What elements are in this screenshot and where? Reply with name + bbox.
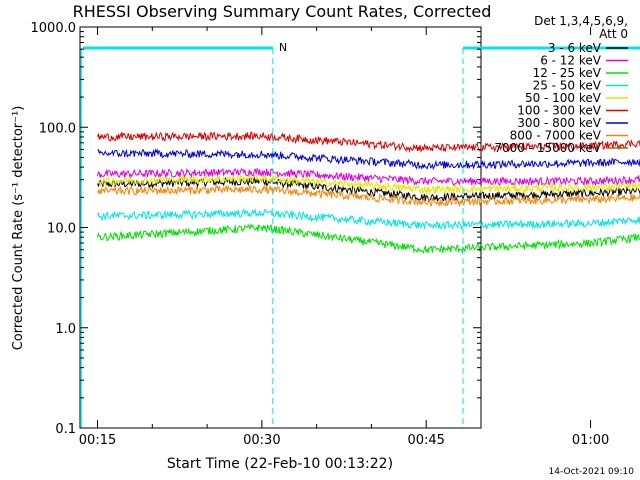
legend-label-6: 300 - 800 keV	[517, 116, 601, 130]
y-tick-label: 0.1	[55, 422, 76, 437]
series-line-2	[97, 223, 640, 255]
x-tick-label: 00:30	[243, 433, 280, 448]
series-line-0	[97, 176, 640, 203]
x-tick-label: 01:00	[572, 433, 609, 448]
series-line-7	[97, 184, 640, 208]
y-axis-ticks: 0.1 1.0 10.0 100.0 1000.0	[31, 21, 481, 437]
series-line-6	[97, 148, 640, 171]
legend-header-1: Det 1,3,4,5,6,9,	[534, 14, 628, 28]
y-tick-label: 1.0	[55, 322, 76, 337]
legend-label-8: 7000 - 15000 keV	[494, 141, 601, 155]
series-line-5	[97, 131, 640, 153]
legend-label-2: 12 - 25 keV	[533, 66, 602, 80]
x-tick-label: 00:45	[407, 433, 444, 448]
x-tick-label: 00:15	[79, 433, 116, 448]
y-axis-label: Corrected Count Rate (s⁻¹ detector⁻¹)	[11, 106, 26, 351]
legend-header-2: Att 0	[599, 27, 628, 41]
y-tick-label: 100.0	[39, 121, 76, 136]
generation-timestamp: 14-Oct-2021 09:10	[549, 467, 635, 477]
legend-label-0: 3 - 6 keV	[548, 41, 602, 55]
plot-lines: NS	[80, 41, 640, 428]
x-axis-label: Start Time (22-Feb-10 00:13:22)	[167, 456, 393, 472]
legend-label-1: 6 - 12 keV	[540, 54, 602, 68]
series-line-3	[97, 208, 640, 231]
legend-label-5: 100 - 300 keV	[517, 104, 601, 118]
y-tick-label: 1000.0	[31, 21, 77, 36]
y-tick-label: 10.0	[47, 222, 76, 237]
series-line-1	[97, 167, 640, 187]
legend-label-7: 800 - 7000 keV	[510, 129, 602, 143]
legend-label-3: 25 - 50 keV	[533, 79, 602, 93]
annotation-n-label: N	[279, 41, 287, 54]
chart-title: RHESSI Observing Summary Count Rates, Co…	[73, 2, 492, 21]
legend-label-4: 50 - 100 keV	[525, 91, 602, 105]
series-line-4	[97, 173, 640, 195]
